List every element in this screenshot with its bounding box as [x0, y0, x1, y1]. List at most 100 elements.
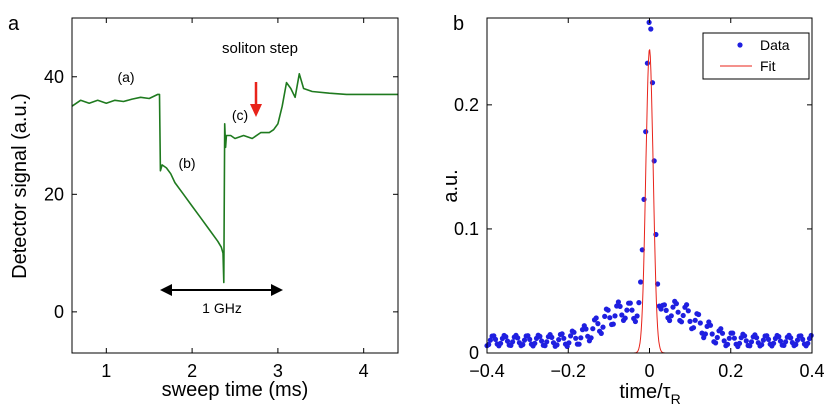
data-point	[636, 300, 642, 306]
panel-a-axes-frame	[71, 17, 399, 354]
data-point	[629, 307, 635, 313]
data-point	[532, 340, 538, 346]
panel-b-x-label: time/τR	[619, 381, 680, 407]
data-point	[771, 340, 777, 346]
data-point	[765, 336, 772, 342]
data-point	[539, 338, 545, 344]
data-point	[793, 341, 799, 348]
data-point	[624, 307, 630, 313]
data-point	[777, 338, 784, 344]
data-point	[680, 312, 686, 319]
data-point	[731, 335, 738, 341]
panel-a-x-tick-label: 1	[101, 361, 111, 381]
data-point	[725, 341, 731, 347]
data-point	[702, 331, 709, 337]
data-point	[627, 300, 633, 306]
data-point	[670, 304, 676, 310]
data-point	[736, 340, 743, 346]
data-point	[748, 339, 755, 345]
panel-a-x-ticks: 1 2 3 4	[101, 18, 369, 381]
panel-a-x-tick-label: 2	[187, 361, 197, 381]
data-point	[684, 302, 690, 308]
panel-b-chart: b −0.4 −0.2 0 0.2 0.4 0 0.1 0.2 time/τR a.u. D…	[440, 13, 825, 407]
data-point	[561, 335, 567, 341]
data-point	[598, 330, 604, 336]
legend-fit-label: Fit	[760, 58, 776, 74]
data-point	[644, 60, 651, 66]
data-point	[721, 338, 727, 344]
data-point	[651, 158, 657, 164]
panel-a-y-tick-label: 40	[44, 67, 64, 87]
data-point	[667, 317, 673, 324]
data-point	[573, 335, 579, 341]
panel-b-x-ticks: −0.4 −0.2 0 0.2 0.4	[469, 18, 825, 381]
panel-b-x-tick-label: 0	[644, 361, 654, 381]
data-point	[593, 315, 599, 321]
data-point	[615, 299, 622, 305]
data-point	[568, 333, 574, 339]
data-point	[783, 339, 789, 345]
data-point	[509, 339, 516, 345]
data-point	[643, 129, 649, 135]
data-point	[697, 320, 703, 326]
data-point	[610, 321, 616, 327]
panel-a-x-tick-label: 3	[273, 361, 283, 381]
data-point	[685, 308, 691, 314]
data-point	[707, 322, 714, 328]
data-point	[590, 326, 596, 332]
data-point	[527, 336, 533, 342]
data-point	[617, 303, 623, 309]
data-point	[663, 307, 669, 313]
frequency-span-arrow	[160, 284, 283, 296]
data-point	[747, 343, 753, 349]
legend-data-label: Data	[760, 37, 790, 53]
data-point	[576, 341, 582, 347]
panel-b-x-label-main: time/τ	[619, 381, 670, 403]
data-point	[687, 318, 693, 324]
data-point	[605, 307, 611, 313]
annotation-1ghz: 1 GHz	[202, 300, 242, 316]
data-point	[800, 336, 806, 342]
panel-b-x-tick-label: −0.2	[550, 361, 586, 381]
annotation-a: (a)	[117, 69, 134, 85]
data-point	[730, 330, 736, 336]
data-point	[692, 317, 698, 323]
panel-b-y-tick-label: 0	[469, 343, 479, 363]
legend-data-marker	[737, 42, 743, 48]
data-point	[600, 324, 606, 330]
data-point	[556, 337, 562, 343]
data-point	[566, 340, 572, 346]
data-point	[788, 335, 794, 341]
data-point	[498, 340, 504, 346]
data-point	[619, 312, 625, 318]
data-point	[503, 334, 509, 340]
detector-signal-line	[71, 73, 398, 284]
panel-a-x-label: sweep time (ms)	[162, 379, 309, 401]
data-point	[675, 309, 681, 315]
data-point	[805, 340, 811, 346]
data-point	[612, 313, 618, 319]
data-point	[760, 337, 767, 343]
data-point	[726, 335, 732, 341]
data-point	[521, 337, 528, 343]
annotation-b: (b)	[178, 155, 195, 171]
soliton-step-arrow	[250, 82, 262, 117]
data-point	[759, 342, 765, 348]
panel-a-x-tick-label: 4	[359, 361, 369, 381]
panel-a-plot-area	[71, 73, 398, 284]
panel-b-y-label: a.u.	[440, 169, 462, 202]
data-point	[520, 342, 526, 348]
data-point	[673, 301, 680, 307]
data-point	[661, 302, 668, 308]
data-point	[544, 339, 550, 345]
data-point	[696, 311, 702, 318]
data-point	[492, 336, 499, 342]
data-point	[648, 26, 654, 32]
legend-box	[702, 32, 810, 80]
panel-b-letter: b	[453, 13, 464, 35]
data-point	[794, 337, 801, 343]
data-point	[632, 318, 639, 325]
data-point	[583, 326, 589, 332]
panel-b-x-tick-label: 0.2	[718, 361, 743, 381]
